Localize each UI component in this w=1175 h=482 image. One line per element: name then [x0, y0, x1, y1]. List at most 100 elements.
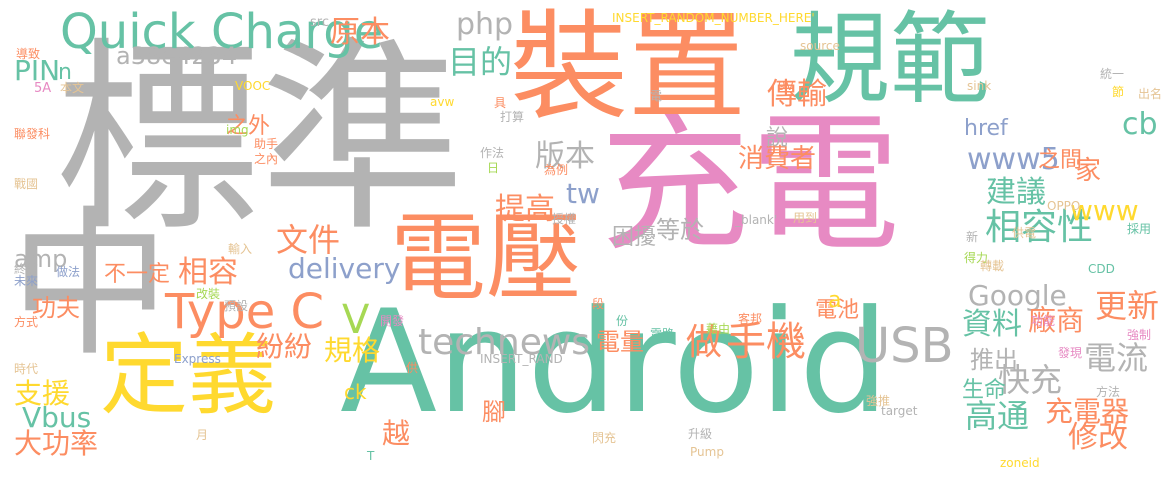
- cloud-word: 閃充: [592, 431, 617, 445]
- cloud-word: 相容性: [985, 207, 1094, 248]
- cloud-word: 提高: [495, 192, 555, 227]
- cloud-word: 開發: [380, 314, 405, 328]
- cloud-word: 傳輸: [767, 77, 827, 112]
- cloud-word: 定義: [100, 324, 277, 427]
- cloud-word: 強推: [866, 394, 891, 408]
- cloud-word: 等於: [656, 216, 704, 244]
- cloud-word: 用到: [793, 211, 818, 225]
- cloud-word: 終結: [14, 262, 39, 276]
- cloud-word: 做法: [56, 265, 81, 279]
- cloud-word: 改裝: [196, 287, 221, 301]
- cloud-word: www: [1070, 194, 1139, 227]
- cloud-word: 紛紛: [256, 330, 313, 363]
- cloud-word: www5: [967, 142, 1060, 177]
- cloud-word: 版本: [535, 139, 595, 174]
- cloud-word: 供: [406, 361, 419, 375]
- cloud-word: 作法: [480, 146, 505, 160]
- cloud-word: Google: [968, 279, 1067, 312]
- cloud-word: OPPO: [1047, 199, 1081, 213]
- cloud-word: Type C: [165, 284, 325, 340]
- cloud-word: 推出: [970, 346, 1018, 374]
- cloud-word: INSERT_RANDOM_NUMBER_HERE': [612, 11, 815, 25]
- cloud-word: 升級: [688, 427, 713, 441]
- cloud-word: 更新: [1095, 287, 1160, 325]
- cloud-word: amp: [14, 245, 68, 273]
- cloud-word: delivery: [288, 252, 401, 285]
- cloud-word: 支援: [14, 377, 71, 410]
- cloud-word: 出名: [1138, 87, 1163, 101]
- cloud-word: 轉載: [980, 259, 1005, 273]
- cloud-word: Pump: [690, 445, 724, 459]
- cloud-word: USB: [855, 318, 954, 374]
- cloud-word: 採用: [1127, 222, 1152, 236]
- cloud-word: 助手: [254, 137, 279, 151]
- cloud-word: 困擾: [612, 225, 657, 250]
- cloud-word: 段: [592, 297, 605, 311]
- cloud-word: 相容: [178, 255, 238, 290]
- cloud-word: Quick Charge: [60, 4, 384, 60]
- cloud-word: 日: [487, 161, 500, 175]
- cloud-word: source: [800, 39, 840, 53]
- cloud-word: 裝置: [510, 0, 747, 136]
- cloud-word: 規格: [324, 334, 381, 367]
- cloud-word: 做: [686, 322, 723, 363]
- cloud-word: src: [310, 15, 329, 30]
- cloud-word: 得力: [964, 251, 989, 265]
- cloud-word: CDD: [1088, 262, 1115, 276]
- cloud-word: 建議: [986, 175, 1046, 210]
- cloud-word: 客邦: [738, 312, 763, 326]
- cloud-word: 不一定: [104, 262, 171, 287]
- cloud-word: a38e4234: [116, 42, 238, 70]
- cloud-word: 中: [10, 191, 171, 378]
- cloud-word: Vbus: [22, 401, 92, 434]
- cloud-word: 原本: [330, 15, 390, 50]
- cloud-word: 具: [494, 96, 507, 110]
- cloud-word: 越: [382, 417, 411, 450]
- cloud-word: 充電器: [1045, 395, 1130, 428]
- cloud-word: 節: [1112, 85, 1125, 99]
- cloud-word: VOOC: [235, 79, 271, 93]
- cloud-word: 電量: [596, 328, 644, 356]
- cloud-word: php: [456, 7, 514, 42]
- cloud-word: 供電: [1012, 226, 1037, 240]
- cloud-word: target: [881, 404, 918, 418]
- cloud-word: sink: [967, 79, 992, 93]
- cloud-word: 聯發科: [14, 127, 51, 141]
- cloud-word: 輸入: [228, 242, 253, 256]
- cloud-word: 未來: [14, 274, 39, 288]
- cloud-word: 時代: [14, 362, 39, 376]
- cloud-word: 9V: [778, 79, 794, 93]
- cloud-word: 修改: [1068, 420, 1128, 455]
- cloud-word: 電: [650, 89, 663, 103]
- cloud-word: 之間: [1038, 148, 1083, 173]
- cloud-word: 規範: [790, 1, 990, 118]
- cloud-word: 文件: [276, 221, 341, 259]
- cloud-word: 電路: [650, 327, 675, 341]
- cloud-word: INSERT_RAND: [480, 352, 563, 366]
- cloud-word: href: [964, 116, 1008, 141]
- cloud-word: 資料: [962, 307, 1022, 342]
- cloud-word: 授權: [552, 212, 577, 226]
- cloud-word: 月: [196, 428, 209, 442]
- cloud-word: 快充: [998, 361, 1063, 399]
- cloud-word: 本文: [60, 81, 85, 95]
- cloud-word: 方式: [14, 315, 39, 329]
- cloud-word: 功夫: [32, 294, 80, 322]
- cloud-word: 腳: [482, 398, 506, 426]
- cloud-word: 導致: [16, 47, 41, 61]
- cloud-word: technews: [418, 322, 591, 363]
- cloud-word: 5A: [34, 81, 52, 96]
- cloud-word: tw: [566, 177, 600, 210]
- cloud-word: 大功率: [14, 427, 99, 460]
- cloud-word: 為例: [544, 163, 569, 177]
- cloud-word: 之外: [226, 114, 271, 139]
- cloud-word: 說: [766, 126, 789, 151]
- cloud-word: 家: [1075, 156, 1102, 186]
- cloud-word: 電流: [1084, 339, 1149, 377]
- cloud-word: a: [828, 288, 842, 313]
- cloud-word: 高通: [965, 397, 1030, 435]
- cloud-word: 新: [966, 230, 979, 244]
- cloud-word: 手機: [726, 319, 806, 365]
- cloud-word: avw: [430, 95, 455, 109]
